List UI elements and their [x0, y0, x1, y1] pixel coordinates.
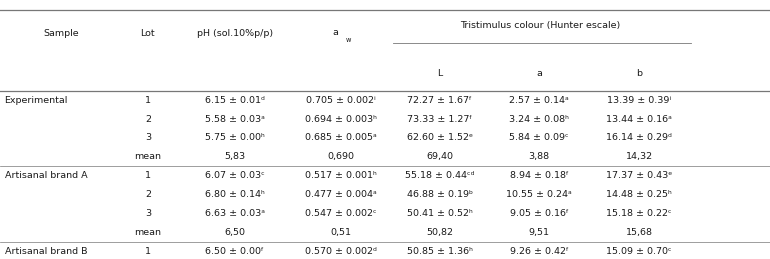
- Text: 73.33 ± 1.27ᶠ: 73.33 ± 1.27ᶠ: [407, 114, 472, 124]
- Text: mean: mean: [134, 228, 162, 237]
- Text: 5.75 ± 0.00ʰ: 5.75 ± 0.00ʰ: [205, 133, 265, 142]
- Text: Tristimulus colour (Hunter escale): Tristimulus colour (Hunter escale): [460, 21, 620, 30]
- Text: b: b: [636, 69, 642, 78]
- Text: Experimental: Experimental: [5, 96, 68, 105]
- Text: 14.48 ± 0.25ʰ: 14.48 ± 0.25ʰ: [606, 190, 672, 199]
- Text: 8.94 ± 0.18ᶠ: 8.94 ± 0.18ᶠ: [510, 171, 568, 180]
- Text: 2: 2: [145, 114, 151, 124]
- Text: 5,83: 5,83: [224, 152, 246, 161]
- Text: 14,32: 14,32: [625, 152, 653, 161]
- Text: 3: 3: [145, 209, 151, 218]
- Text: Lot: Lot: [141, 29, 155, 38]
- Text: 16.14 ± 0.29ᵈ: 16.14 ± 0.29ᵈ: [606, 133, 672, 142]
- Text: 62.60 ± 1.52ᵉ: 62.60 ± 1.52ᵉ: [407, 133, 473, 142]
- Text: 5.58 ± 0.03ᵃ: 5.58 ± 0.03ᵃ: [205, 114, 265, 124]
- Text: 0.517 ± 0.001ʰ: 0.517 ± 0.001ʰ: [305, 171, 377, 180]
- Text: 3.24 ± 0.08ʰ: 3.24 ± 0.08ʰ: [509, 114, 569, 124]
- Text: 17.37 ± 0.43ᵉ: 17.37 ± 0.43ᵉ: [606, 171, 672, 180]
- Text: 13.44 ± 0.16ᵃ: 13.44 ± 0.16ᵃ: [606, 114, 672, 124]
- Text: 0.685 ± 0.005ᵃ: 0.685 ± 0.005ᵃ: [305, 133, 377, 142]
- Text: 1: 1: [145, 247, 151, 256]
- Text: 1: 1: [145, 171, 151, 180]
- Text: 13.39 ± 0.39ⁱ: 13.39 ± 0.39ⁱ: [607, 96, 671, 105]
- Text: 6.07 ± 0.03ᶜ: 6.07 ± 0.03ᶜ: [205, 171, 265, 180]
- Text: 0.477 ± 0.004ᵃ: 0.477 ± 0.004ᵃ: [305, 190, 377, 199]
- Text: 0,690: 0,690: [327, 152, 355, 161]
- Text: 9.26 ± 0.42ᶠ: 9.26 ± 0.42ᶠ: [510, 247, 568, 256]
- Text: 5.84 ± 0.09ᶜ: 5.84 ± 0.09ᶜ: [509, 133, 569, 142]
- Text: mean: mean: [134, 152, 162, 161]
- Text: 0.547 ± 0.002ᶜ: 0.547 ± 0.002ᶜ: [305, 209, 377, 218]
- Text: Sample: Sample: [43, 29, 79, 38]
- Text: 0,51: 0,51: [330, 228, 352, 237]
- Text: 15,68: 15,68: [625, 228, 653, 237]
- Text: w: w: [346, 37, 351, 43]
- Text: 6.15 ± 0.01ᵈ: 6.15 ± 0.01ᵈ: [205, 96, 265, 105]
- Text: 0.705 ± 0.002ⁱ: 0.705 ± 0.002ⁱ: [306, 96, 376, 105]
- Text: 2: 2: [145, 190, 151, 199]
- Text: 50,82: 50,82: [426, 228, 454, 237]
- Text: L: L: [437, 69, 442, 78]
- Text: pH (sol.10%p/p): pH (sol.10%p/p): [197, 29, 273, 38]
- Text: 50.41 ± 0.52ʰ: 50.41 ± 0.52ʰ: [407, 209, 473, 218]
- Text: 50.85 ± 1.36ʰ: 50.85 ± 1.36ʰ: [407, 247, 473, 256]
- Text: 6.80 ± 0.14ʰ: 6.80 ± 0.14ʰ: [205, 190, 265, 199]
- Text: 2.57 ± 0.14ᵃ: 2.57 ± 0.14ᵃ: [509, 96, 569, 105]
- Text: 0.694 ± 0.003ʰ: 0.694 ± 0.003ʰ: [305, 114, 377, 124]
- Text: 46.88 ± 0.19ᵇ: 46.88 ± 0.19ᵇ: [407, 190, 473, 199]
- Text: a: a: [536, 69, 542, 78]
- Text: 6,50: 6,50: [224, 228, 246, 237]
- Text: 9.05 ± 0.16ᶠ: 9.05 ± 0.16ᶠ: [510, 209, 568, 218]
- Text: 15.09 ± 0.70ᶜ: 15.09 ± 0.70ᶜ: [606, 247, 672, 256]
- Text: 55.18 ± 0.44ᶜᵈ: 55.18 ± 0.44ᶜᵈ: [405, 171, 474, 180]
- Text: 15.18 ± 0.22ᶜ: 15.18 ± 0.22ᶜ: [606, 209, 672, 218]
- Text: 10.55 ± 0.24ᵃ: 10.55 ± 0.24ᵃ: [506, 190, 572, 199]
- Text: 72.27 ± 1.67ᶠ: 72.27 ± 1.67ᶠ: [407, 96, 472, 105]
- Text: a: a: [332, 28, 338, 37]
- Text: 6.63 ± 0.03ᵃ: 6.63 ± 0.03ᵃ: [205, 209, 265, 218]
- Text: 3,88: 3,88: [528, 152, 550, 161]
- Text: 3: 3: [145, 133, 151, 142]
- Text: 6.50 ± 0.00ᶠ: 6.50 ± 0.00ᶠ: [206, 247, 264, 256]
- Text: Artisanal brand A: Artisanal brand A: [5, 171, 87, 180]
- Text: 0.570 ± 0.002ᵈ: 0.570 ± 0.002ᵈ: [305, 247, 377, 256]
- Text: 9,51: 9,51: [528, 228, 550, 237]
- Text: 69,40: 69,40: [426, 152, 454, 161]
- Text: 1: 1: [145, 96, 151, 105]
- Text: Artisanal brand B: Artisanal brand B: [5, 247, 87, 256]
